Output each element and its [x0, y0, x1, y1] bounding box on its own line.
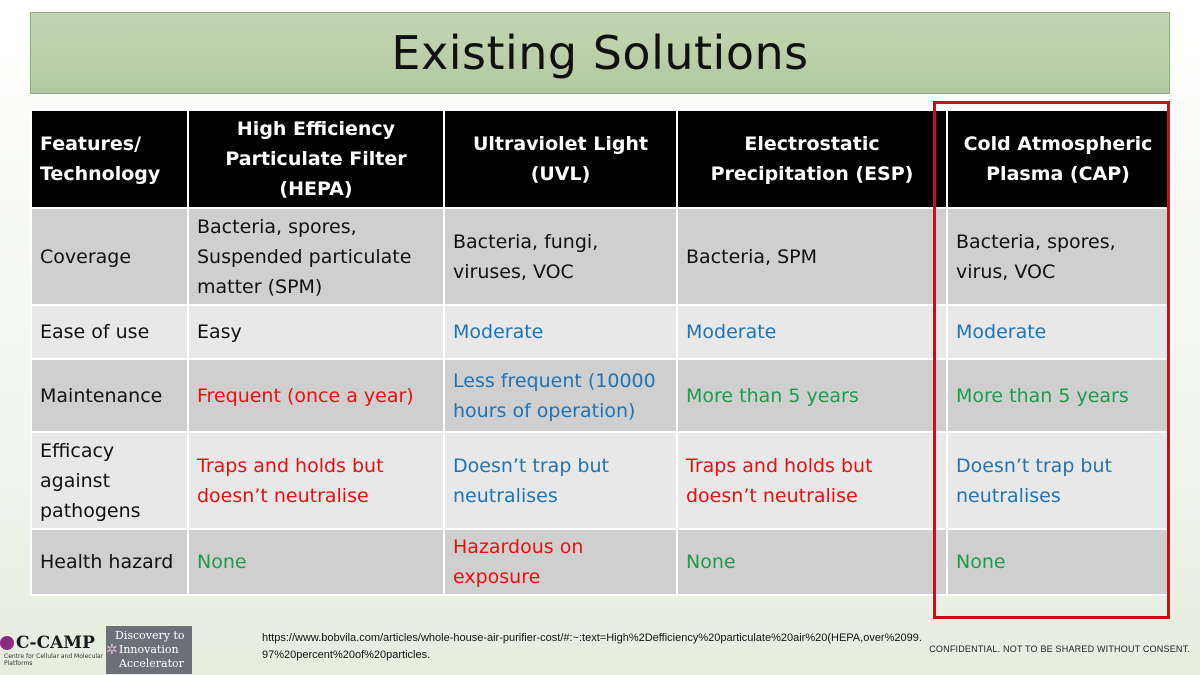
- cell-hepa: Traps and holds but doesn’t neutralise: [187, 431, 445, 530]
- cell-uvl: Less frequent (10000 hours of operation): [443, 358, 678, 433]
- comparison-table: Features/ Technology High Efficiency Par…: [30, 109, 1170, 596]
- cell-hepa: Easy: [187, 304, 445, 360]
- accelerator-line: Accelerator: [119, 657, 184, 670]
- ccamp-subtitle: Centre for Cellular and Molecular Platfo…: [4, 653, 104, 667]
- cell-hepa: Bacteria, spores, Suspended particulate …: [187, 207, 445, 306]
- source-link[interactable]: https://www.bobvila.com/articles/whole-h…: [262, 632, 922, 661]
- header-esp: Electrostatic Precipitation (ESP): [676, 109, 948, 209]
- table-row-coverage: Coverage Bacteria, spores, Suspended par…: [30, 207, 1170, 306]
- ccamp-emblem-icon: [0, 636, 14, 650]
- cell-hepa: Frequent (once a year): [187, 358, 445, 433]
- cell-cap: Doesn’t trap but neutralises: [946, 431, 1170, 530]
- cell-uvl: Hazardous on exposure: [443, 528, 678, 596]
- cell-cap: Bacteria, spores, virus, VOC: [946, 207, 1170, 306]
- ccamp-logo: C-CAMP Centre for Cellular and Molecular…: [0, 626, 106, 674]
- accelerator-logo: ✲ Discovery to Innovation Accelerator: [106, 626, 192, 674]
- cell-uvl: Doesn’t trap but neutralises: [443, 431, 678, 530]
- header-cap: Cold Atmospheric Plasma (CAP): [946, 109, 1170, 209]
- title-banner: Existing Solutions: [30, 12, 1170, 94]
- cell-cap: None: [946, 528, 1170, 596]
- feature-label: Health hazard: [30, 528, 189, 596]
- slide-title: Existing Solutions: [391, 26, 809, 80]
- feature-label: Maintenance: [30, 358, 189, 433]
- footer-logos: C-CAMP Centre for Cellular and Molecular…: [0, 626, 196, 674]
- cell-cap: Moderate: [946, 304, 1170, 360]
- table-row-ease-of-use: Ease of use Easy Moderate Moderate Moder…: [30, 304, 1170, 360]
- molecule-icon: ✲: [106, 642, 118, 658]
- confidential-notice: CONFIDENTIAL. NOT TO BE SHARED WITHOUT C…: [929, 644, 1190, 654]
- cell-esp: Moderate: [676, 304, 948, 360]
- accelerator-line: Innovation: [119, 643, 179, 656]
- accelerator-line: Discovery to: [115, 629, 185, 642]
- table-row-health-hazard: Health hazard None Hazardous on exposure…: [30, 528, 1170, 596]
- ccamp-logo-text: C-CAMP: [16, 633, 95, 653]
- cell-esp: Bacteria, SPM: [676, 207, 948, 306]
- feature-label: Coverage: [30, 207, 189, 306]
- table-header-row: Features/ Technology High Efficiency Par…: [30, 109, 1170, 209]
- feature-label: Efficacy against pathogens: [30, 431, 189, 530]
- cell-esp: More than 5 years: [676, 358, 948, 433]
- table-row-maintenance: Maintenance Frequent (once a year) Less …: [30, 358, 1170, 433]
- cell-esp: None: [676, 528, 948, 596]
- cell-cap: More than 5 years: [946, 358, 1170, 433]
- feature-label: Ease of use: [30, 304, 189, 360]
- table-row-efficacy: Efficacy against pathogens Traps and hol…: [30, 431, 1170, 530]
- cell-uvl: Moderate: [443, 304, 678, 360]
- header-uvl: Ultraviolet Light (UVL): [443, 109, 678, 209]
- header-hepa: High Efficiency Particulate Filter (HEPA…: [187, 109, 445, 209]
- cell-esp: Traps and holds but doesn’t neutralise: [676, 431, 948, 530]
- cell-uvl: Bacteria, fungi, viruses, VOC: [443, 207, 678, 306]
- header-features: Features/ Technology: [30, 109, 189, 209]
- cell-hepa: None: [187, 528, 445, 596]
